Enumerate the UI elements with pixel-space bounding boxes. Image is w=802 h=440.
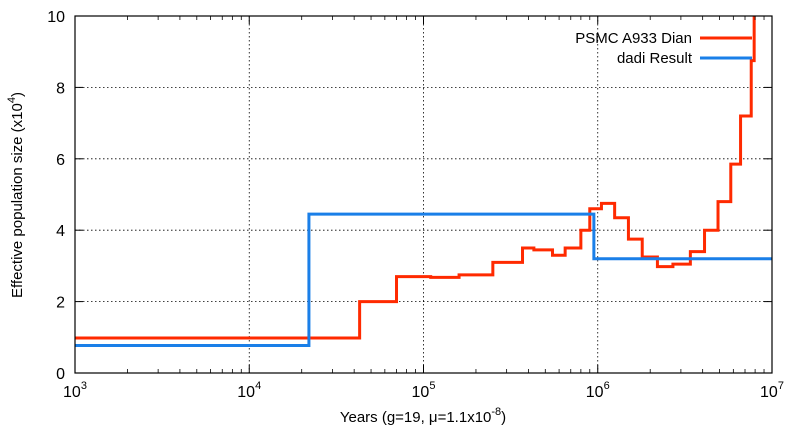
y-tick-label: 8: [56, 80, 65, 97]
grid-lines: [75, 16, 772, 373]
x-tick-label: 104: [237, 380, 261, 401]
x-tick-label: 105: [412, 380, 436, 401]
y-tick-label: 4: [56, 223, 65, 240]
legend-label: PSMC A933 Dian: [575, 30, 692, 47]
x-tick-label: 103: [63, 380, 87, 401]
x-axis-title: Years (g=19, μ=1.1x10-8): [340, 406, 506, 426]
y-tick-label: 0: [56, 366, 65, 383]
y-tick-label: 2: [56, 295, 65, 312]
tick-marks: [74, 15, 773, 374]
plot-frame: [74, 15, 773, 374]
y-axis-title: Effective population size (x104): [6, 92, 26, 298]
legend-label: dadi Result: [617, 50, 693, 67]
series-line-psmc: [75, 16, 756, 340]
x-tick-labels: 103 104 105 106 107: [63, 380, 784, 401]
x-tick-label: 106: [586, 380, 610, 401]
y-tick-label: 10: [47, 9, 65, 26]
series-layer: [75, 16, 772, 348]
x-tick-label: 107: [760, 380, 784, 401]
series-line-dadi: [75, 212, 772, 348]
legend: PSMC A933 Dian dadi Result: [575, 30, 752, 67]
y-tick-label: 6: [56, 152, 65, 169]
y-tick-labels: 0 2 4 6 8 10: [47, 9, 65, 383]
